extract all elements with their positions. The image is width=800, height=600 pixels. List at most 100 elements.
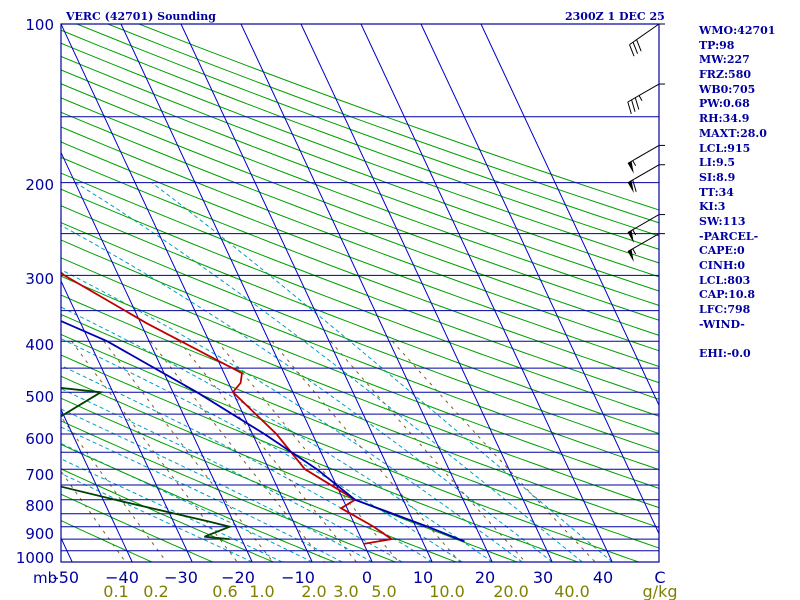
series-parcel-path-line [61, 320, 465, 543]
wind-barb-flag [636, 39, 642, 52]
wind-barb-pennant [627, 249, 634, 263]
moist-adiabat-line [74, 182, 583, 562]
temperature-tick-label: −30 [164, 568, 198, 587]
mixing-ratio-line [61, 470, 126, 562]
wind-barb-pennant [627, 161, 634, 174]
dry-adiabat-line [61, 294, 659, 529]
chart-title-right: 2300Z 1 DEC 25 [565, 10, 665, 23]
stat-item: WB0:705 [699, 82, 756, 96]
moist-adiabat-line [61, 426, 343, 562]
wind-barb [627, 214, 665, 243]
plot-frame [60, 23, 660, 563]
pressure-tick-label: 500 [25, 388, 54, 406]
dry-adiabat-line [61, 141, 659, 368]
pressure-tick-label: 1000 [16, 549, 54, 567]
stat-item: WMO:42701 [699, 24, 776, 37]
mixing-ratio-line [330, 340, 526, 562]
dry-adiabat-line [61, 126, 659, 352]
stat-item: TT:34 [699, 185, 734, 199]
mixing-ratio-line [150, 340, 325, 562]
dry-adiabat-line [61, 97, 659, 321]
dry-adiabat-line [61, 333, 639, 562]
moist-adiabat-line [151, 182, 613, 562]
isotherm-line [61, 151, 253, 562]
mixing-ratio-line [71, 340, 238, 562]
wind-barb [627, 233, 665, 263]
isotherm-line [480, 24, 659, 407]
pressure-tick-label: 100 [25, 16, 54, 34]
pressure-tick-label: 400 [25, 336, 54, 354]
mixing-ratio-tick-label: 20.0 [493, 582, 529, 600]
isotherm-line [61, 24, 313, 562]
dry-adiabat-line [61, 188, 659, 417]
stat-item: MW:227 [699, 53, 750, 67]
wind-barb-flag [631, 99, 636, 112]
wind-barb-flag [627, 101, 632, 115]
wind-barb-half-flag [632, 229, 637, 236]
stat-item: SW:113 [699, 214, 746, 228]
wind-barb [627, 83, 665, 115]
series-dewpoint-line [61, 316, 233, 540]
wind-barb-staff [627, 233, 660, 253]
sounding-series [61, 271, 465, 545]
isotherm-line [420, 24, 659, 535]
stat-item: CAPE:0 [699, 244, 745, 258]
dry-adiabat-line [61, 156, 659, 384]
mixing-ratio-tick-label: 40.0 [554, 582, 590, 600]
wind-barb [627, 144, 665, 174]
wind-barb-flag [632, 179, 637, 192]
dry-adiabat-line [61, 520, 153, 562]
stat-item: LFC:798 [699, 303, 751, 317]
stat-item: CINH:0 [699, 259, 746, 272]
moist-adiabat-line [61, 408, 373, 562]
dry-adiabat-line [61, 83, 659, 306]
dry-adiabats [61, 24, 659, 562]
stat-item: PW:0.68 [699, 97, 750, 111]
mixing-ratio-line [61, 415, 167, 562]
pressure-tick-label: 800 [25, 497, 54, 515]
temperature-tick-label: C [654, 568, 665, 587]
moist-adiabat-line [61, 338, 463, 562]
wind-barb-half-flag [632, 248, 637, 255]
dry-adiabat-line [61, 69, 659, 292]
mixing-ratio-line [178, 340, 357, 562]
temperature-tick-label: 30 [533, 568, 553, 587]
stat-item: LI:9.5 [699, 156, 736, 170]
stat-item: TP:98 [699, 38, 735, 52]
dry-adiabat-line [61, 257, 659, 489]
wind-barb-staff [627, 164, 660, 184]
pressure-tick-label: 700 [25, 466, 54, 484]
stat-item: -WIND- [699, 317, 745, 331]
stat-item [699, 332, 775, 347]
temperature-tick-label: 0 [362, 568, 372, 587]
mixing-ratio-tick-label: 2.0 [301, 582, 326, 600]
stat-item: FRZ:580 [699, 68, 752, 82]
temperature-tick-label: 20 [475, 568, 495, 587]
dry-adiabat-line [61, 205, 659, 435]
wind-barb-half-flag [638, 95, 643, 101]
moist-adiabat-line [61, 224, 553, 562]
wind-barb-staff [629, 23, 660, 46]
temperature-tick-label: −10 [281, 568, 315, 587]
isotherm-line [180, 24, 433, 562]
isotherm-line [360, 24, 613, 562]
stat-item: RH:34.9 [699, 112, 750, 126]
wind-barb-pennant [627, 180, 634, 194]
temperature-tick-label: −20 [221, 568, 255, 587]
dry-adiabat-line [61, 111, 659, 336]
dry-adiabat-line [61, 239, 659, 471]
dry-adiabat-line [61, 29, 659, 250]
pressure-tick-label: 600 [25, 430, 54, 448]
dry-adiabat-line [61, 443, 335, 562]
moist-adiabat-line [61, 269, 523, 562]
dry-adiabat-line [61, 313, 659, 549]
dry-adiabat-line [61, 375, 518, 562]
dry-adiabat-line [61, 354, 578, 562]
stat-item: SI:8.9 [699, 170, 736, 184]
mixing-ratio-unit-label: g/kg [643, 582, 678, 600]
stat-item: CAP:10.8 [699, 288, 756, 302]
stat-item: -PARCEL- [699, 229, 759, 243]
isotherm-line [0, 24, 12, 562]
wind-barb-staff [627, 144, 660, 164]
